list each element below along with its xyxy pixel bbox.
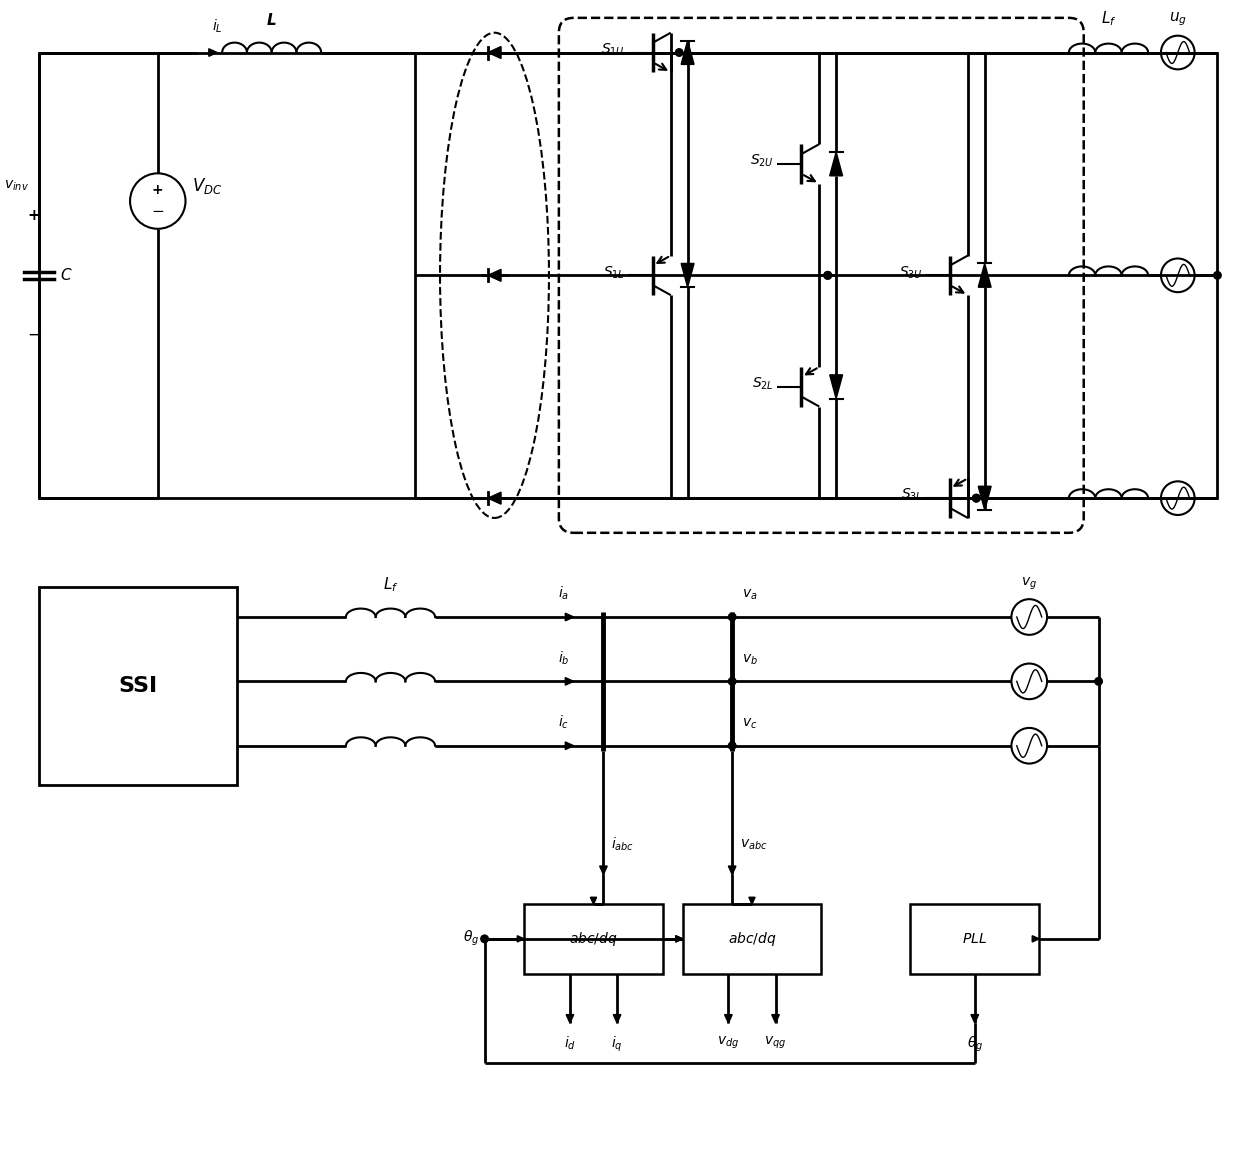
Polygon shape (728, 866, 737, 875)
Text: $S_{2U}$: $S_{2U}$ (750, 153, 774, 169)
Text: C: C (61, 268, 72, 283)
Circle shape (823, 272, 832, 279)
Circle shape (728, 677, 735, 686)
Polygon shape (978, 263, 991, 287)
Text: $S_{2L}$: $S_{2L}$ (751, 375, 774, 392)
Text: $i_c$: $i_c$ (558, 714, 569, 730)
Text: $v_{qg}$: $v_{qg}$ (764, 1035, 786, 1051)
Polygon shape (830, 375, 843, 399)
Polygon shape (1032, 936, 1039, 942)
Text: $i_b$: $i_b$ (558, 649, 569, 667)
Polygon shape (614, 1015, 621, 1023)
Polygon shape (489, 47, 501, 59)
Circle shape (728, 613, 735, 621)
Text: $L_f$: $L_f$ (1101, 9, 1116, 28)
Text: $abc/dq$: $abc/dq$ (728, 930, 776, 948)
Text: $u_g$: $u_g$ (1169, 11, 1187, 28)
Polygon shape (676, 936, 683, 942)
Polygon shape (567, 1015, 574, 1023)
Text: $i_L$: $i_L$ (212, 18, 222, 34)
Circle shape (972, 494, 980, 502)
Circle shape (1214, 272, 1221, 279)
Bar (525, 904, 663, 974)
Text: $abc/dq$: $abc/dq$ (569, 930, 618, 948)
Text: $v_b$: $v_b$ (742, 653, 758, 667)
Text: $\theta_g$: $\theta_g$ (967, 1035, 983, 1054)
Text: $i_d$: $i_d$ (564, 1035, 577, 1053)
Text: $\theta_g$: $\theta_g$ (464, 929, 480, 949)
Circle shape (676, 48, 683, 56)
Text: $i_q$: $i_q$ (611, 1035, 622, 1054)
Text: −: − (27, 326, 41, 343)
Text: $v_a$: $v_a$ (742, 588, 758, 602)
Polygon shape (681, 263, 694, 287)
Polygon shape (590, 897, 596, 904)
Text: $S_{1L}$: $S_{1L}$ (604, 265, 625, 281)
Text: $v_{dg}$: $v_{dg}$ (717, 1035, 739, 1051)
Polygon shape (724, 1015, 732, 1023)
Text: $v_g$: $v_g$ (1022, 576, 1038, 593)
Bar (910, 904, 1039, 974)
Polygon shape (600, 866, 608, 875)
Text: $v_{inv}$: $v_{inv}$ (4, 179, 29, 193)
Text: $L_f$: $L_f$ (383, 575, 398, 594)
Polygon shape (517, 936, 525, 942)
Text: +: + (153, 183, 164, 198)
Text: −: − (151, 205, 164, 220)
Polygon shape (771, 1015, 779, 1023)
Text: SSI: SSI (118, 676, 157, 696)
Bar (683, 904, 821, 974)
Polygon shape (971, 1015, 978, 1023)
Polygon shape (565, 613, 574, 621)
Text: $v_c$: $v_c$ (742, 716, 758, 730)
Text: $S_{1U}$: $S_{1U}$ (601, 41, 625, 58)
Polygon shape (489, 493, 501, 505)
Bar (38, 53, 1218, 499)
Polygon shape (565, 677, 574, 686)
Polygon shape (830, 152, 843, 175)
Text: +: + (27, 208, 41, 223)
Text: L: L (267, 13, 277, 28)
Polygon shape (208, 48, 217, 56)
Text: $V_{DC}$: $V_{DC}$ (192, 176, 223, 196)
Text: $i_a$: $i_a$ (558, 584, 569, 602)
Text: $S_{3U}$: $S_{3U}$ (899, 265, 923, 281)
Polygon shape (749, 897, 755, 904)
Text: $PLL$: $PLL$ (962, 931, 987, 946)
Polygon shape (978, 486, 991, 510)
Circle shape (823, 272, 832, 279)
Polygon shape (489, 269, 501, 281)
Text: $i_{abc}$: $i_{abc}$ (611, 836, 635, 854)
Text: $S_{3L}$: $S_{3L}$ (900, 487, 923, 503)
Polygon shape (681, 41, 694, 65)
Circle shape (728, 742, 735, 749)
Bar (38, 587, 237, 786)
Circle shape (972, 494, 980, 502)
Text: $v_{abc}$: $v_{abc}$ (740, 837, 768, 851)
Circle shape (1095, 677, 1102, 686)
Circle shape (481, 935, 489, 943)
Polygon shape (676, 936, 683, 942)
Polygon shape (565, 742, 574, 749)
